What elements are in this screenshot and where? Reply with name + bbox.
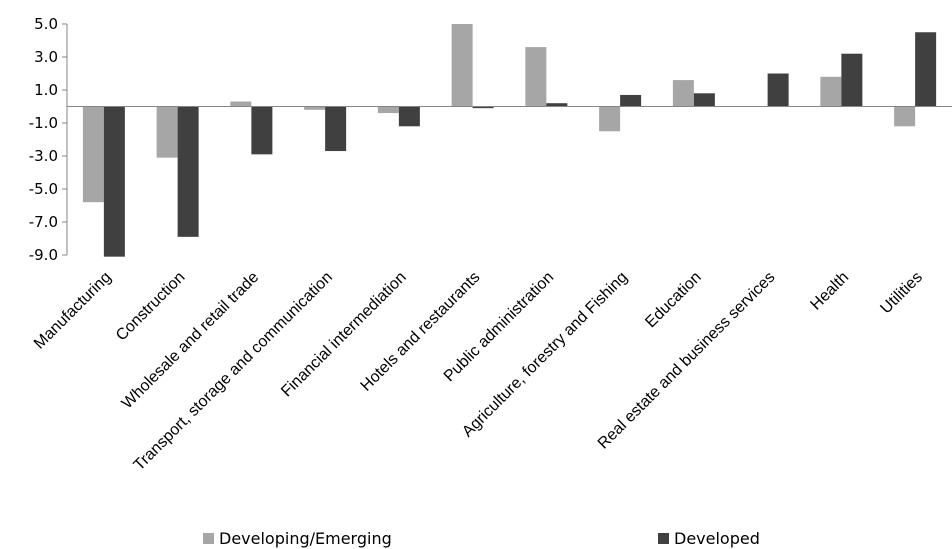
bar-developing bbox=[672, 80, 694, 107]
bar-developing bbox=[525, 47, 547, 107]
bar-developing bbox=[377, 106, 399, 114]
legend-item-developing: Developing/Emerging bbox=[203, 528, 392, 548]
bar-developing bbox=[82, 106, 104, 203]
bar-developed bbox=[398, 106, 420, 127]
bar-developed bbox=[915, 32, 937, 107]
legend-swatch-developed bbox=[658, 532, 669, 544]
legend-label-developing: Developing/Emerging bbox=[219, 528, 392, 548]
legend-item-developed: Developed bbox=[658, 528, 760, 548]
bar-developed bbox=[177, 106, 199, 237]
category-label: Hotels and restaurants bbox=[358, 269, 484, 395]
bar-developing bbox=[599, 106, 621, 132]
bars bbox=[82, 24, 937, 257]
bar-developed bbox=[693, 93, 715, 107]
bar-developing bbox=[156, 106, 178, 158]
category-label: Manufacturing bbox=[31, 269, 115, 353]
bar-developed bbox=[767, 73, 789, 107]
y-tick-label: 5.0 bbox=[34, 15, 58, 33]
category-label: Health bbox=[807, 269, 852, 314]
y-tick-label: -1.0 bbox=[29, 114, 58, 132]
category-label: Wholesale and retail trade bbox=[119, 269, 263, 413]
y-tick-label: -3.0 bbox=[29, 147, 58, 165]
bar-developing bbox=[820, 76, 842, 107]
legend-swatch-developing bbox=[203, 532, 214, 544]
bar-developed bbox=[472, 106, 494, 109]
bar-developed bbox=[841, 53, 863, 107]
bar-developed bbox=[546, 103, 568, 107]
y-tick-label: 3.0 bbox=[34, 48, 58, 66]
legend-label-developed: Developed bbox=[674, 528, 760, 548]
bar-developing bbox=[304, 106, 326, 110]
y-tick-label: 1.0 bbox=[34, 81, 58, 99]
category-label: Construction bbox=[113, 269, 189, 345]
bar-developed bbox=[251, 106, 273, 155]
bar-developed bbox=[620, 94, 642, 107]
category-label: Utilities bbox=[877, 269, 925, 317]
bar-chart: 5.0 3.0 1.0 -1.0 -3.0 -5.0 -7.0 -9.0 Manufactur… bbox=[29, 15, 952, 474]
y-axis: 5.0 3.0 1.0 -1.0 -3.0 -5.0 -7.0 -9.0 bbox=[29, 15, 68, 264]
y-tick-label: -5.0 bbox=[29, 180, 58, 198]
category-label: Education bbox=[642, 269, 704, 331]
bar-developed bbox=[325, 106, 347, 152]
bar-developing bbox=[230, 101, 252, 107]
bar-developed bbox=[103, 106, 125, 257]
category-label: Financial intermediation bbox=[278, 269, 410, 401]
y-tick-label: -7.0 bbox=[29, 213, 58, 231]
bar-developing bbox=[451, 24, 473, 107]
category-label: Agriculture, forestry and Fishing bbox=[459, 269, 631, 441]
y-tick-label: -9.0 bbox=[29, 246, 58, 264]
bar-developing bbox=[894, 106, 916, 127]
